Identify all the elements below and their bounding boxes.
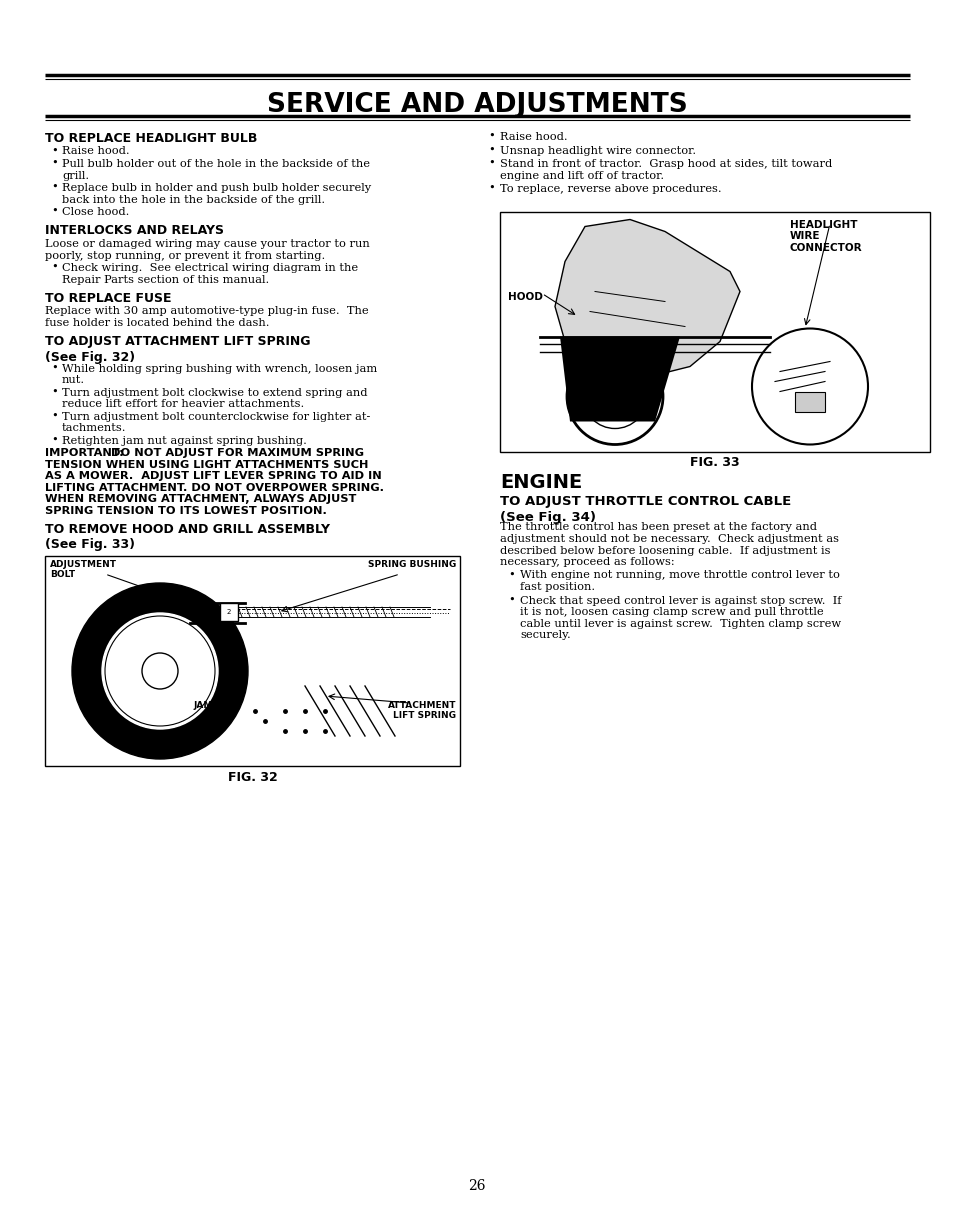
- Bar: [794, 391, 824, 412]
- Text: •: •: [507, 570, 515, 580]
- Text: 2: 2: [227, 609, 231, 615]
- Text: TO REMOVE HOOD AND GRILL ASSEMBLY
(See Fig. 33): TO REMOVE HOOD AND GRILL ASSEMBLY (See F…: [45, 522, 330, 550]
- Text: 26: 26: [468, 1179, 485, 1193]
- Text: While holding spring bushing with wrench, loosen jam
nut.: While holding spring bushing with wrench…: [62, 363, 376, 385]
- Bar: [45, 556, 459, 765]
- Text: Raise hood.: Raise hood.: [499, 132, 567, 142]
- Text: •: •: [488, 158, 495, 168]
- Text: Loose or damaged wiring may cause your tractor to run
poorly, stop running, or p: Loose or damaged wiring may cause your t…: [45, 239, 370, 260]
- Text: ATTACHMENT
LIFT SPRING: ATTACHMENT LIFT SPRING: [387, 701, 456, 720]
- Text: •: •: [488, 131, 495, 141]
- Polygon shape: [555, 220, 740, 377]
- Text: •: •: [51, 386, 58, 396]
- Text: IMPORTANT:: IMPORTANT:: [45, 448, 124, 458]
- Text: JAM NUT: JAM NUT: [193, 701, 236, 710]
- Text: •: •: [488, 183, 495, 193]
- Text: •: •: [51, 362, 58, 373]
- Text: FIG. 32: FIG. 32: [228, 772, 277, 784]
- Text: TENSION WHEN USING LIGHT ATTACHMENTS SUCH
AS A MOWER.  ADJUST LIFT LEVER SPRING : TENSION WHEN USING LIGHT ATTACHMENTS SUC…: [45, 459, 384, 516]
- Text: •: •: [488, 145, 495, 154]
- Text: The throttle control has been preset at the factory and
adjustment should not be: The throttle control has been preset at …: [499, 522, 838, 567]
- Text: •: •: [51, 262, 58, 272]
- Text: Retighten jam nut against spring bushing.: Retighten jam nut against spring bushing…: [62, 435, 307, 446]
- Text: TO REPLACE HEADLIGHT BULB: TO REPLACE HEADLIGHT BULB: [45, 132, 257, 145]
- Text: Close hood.: Close hood.: [62, 207, 130, 217]
- Text: Check wiring.  See electrical wiring diagram in the
Repair Parts section of this: Check wiring. See electrical wiring diag…: [62, 262, 357, 284]
- Text: Replace bulb in holder and push bulb holder securely
back into the hole in the b: Replace bulb in holder and push bulb hol…: [62, 183, 371, 204]
- Text: ENGINE: ENGINE: [499, 474, 581, 492]
- Text: Unsnap headlight wire connector.: Unsnap headlight wire connector.: [499, 146, 696, 156]
- Text: •: •: [51, 158, 58, 168]
- Bar: [499, 211, 929, 452]
- Text: Pull bulb holder out of the hole in the backside of the
grill.: Pull bulb holder out of the hole in the …: [62, 159, 370, 181]
- Text: TO ADJUST ATTACHMENT LIFT SPRING
(See Fig. 32): TO ADJUST ATTACHMENT LIFT SPRING (See Fi…: [45, 335, 310, 363]
- Text: Raise hood.: Raise hood.: [62, 147, 130, 157]
- Text: Stand in front of tractor.  Grasp hood at sides, tilt toward
engine and lift off: Stand in front of tractor. Grasp hood at…: [499, 159, 831, 181]
- Text: With engine not running, move throttle control lever to
fast position.: With engine not running, move throttle c…: [519, 571, 839, 592]
- Polygon shape: [559, 337, 679, 422]
- Text: Check that speed control lever is against stop screw.  If
it is not, loosen casi: Check that speed control lever is agains…: [519, 595, 841, 640]
- Text: TO ADJUST THROTTLE CONTROL CABLE
(See Fig. 34): TO ADJUST THROTTLE CONTROL CABLE (See Fi…: [499, 496, 790, 524]
- Bar: [220, 603, 237, 621]
- Text: To replace, reverse above procedures.: To replace, reverse above procedures.: [499, 183, 720, 194]
- Text: SERVICE AND ADJUSTMENTS: SERVICE AND ADJUSTMENTS: [266, 92, 687, 118]
- Text: •: •: [507, 594, 515, 605]
- Text: FIG. 33: FIG. 33: [689, 457, 739, 469]
- Text: DO NOT ADJUST FOR MAXIMUM SPRING: DO NOT ADJUST FOR MAXIMUM SPRING: [107, 448, 364, 458]
- Text: •: •: [51, 435, 58, 445]
- Text: •: •: [51, 182, 58, 192]
- Circle shape: [102, 614, 218, 729]
- Text: TO REPLACE FUSE: TO REPLACE FUSE: [45, 292, 172, 305]
- Text: Turn adjustment bolt counterclockwise for lighter at-
tachments.: Turn adjustment bolt counterclockwise fo…: [62, 412, 370, 433]
- Text: SPRING BUSHING: SPRING BUSHING: [367, 560, 456, 569]
- Text: HOOD: HOOD: [507, 292, 542, 301]
- Text: HEADLIGHT
WIRE
CONNECTOR: HEADLIGHT WIRE CONNECTOR: [789, 220, 862, 253]
- Text: •: •: [51, 411, 58, 420]
- Text: Replace with 30 amp automotive-type plug-in fuse.  The
fuse holder is located be: Replace with 30 amp automotive-type plug…: [45, 306, 368, 328]
- Text: INTERLOCKS AND RELAYS: INTERLOCKS AND RELAYS: [45, 225, 224, 237]
- Text: •: •: [51, 207, 58, 216]
- Circle shape: [71, 583, 248, 759]
- Text: ADJUSTMENT
BOLT: ADJUSTMENT BOLT: [50, 560, 117, 580]
- Text: •: •: [51, 146, 58, 156]
- Text: Turn adjustment bolt clockwise to extend spring and
reduce lift effort for heavi: Turn adjustment bolt clockwise to extend…: [62, 388, 367, 409]
